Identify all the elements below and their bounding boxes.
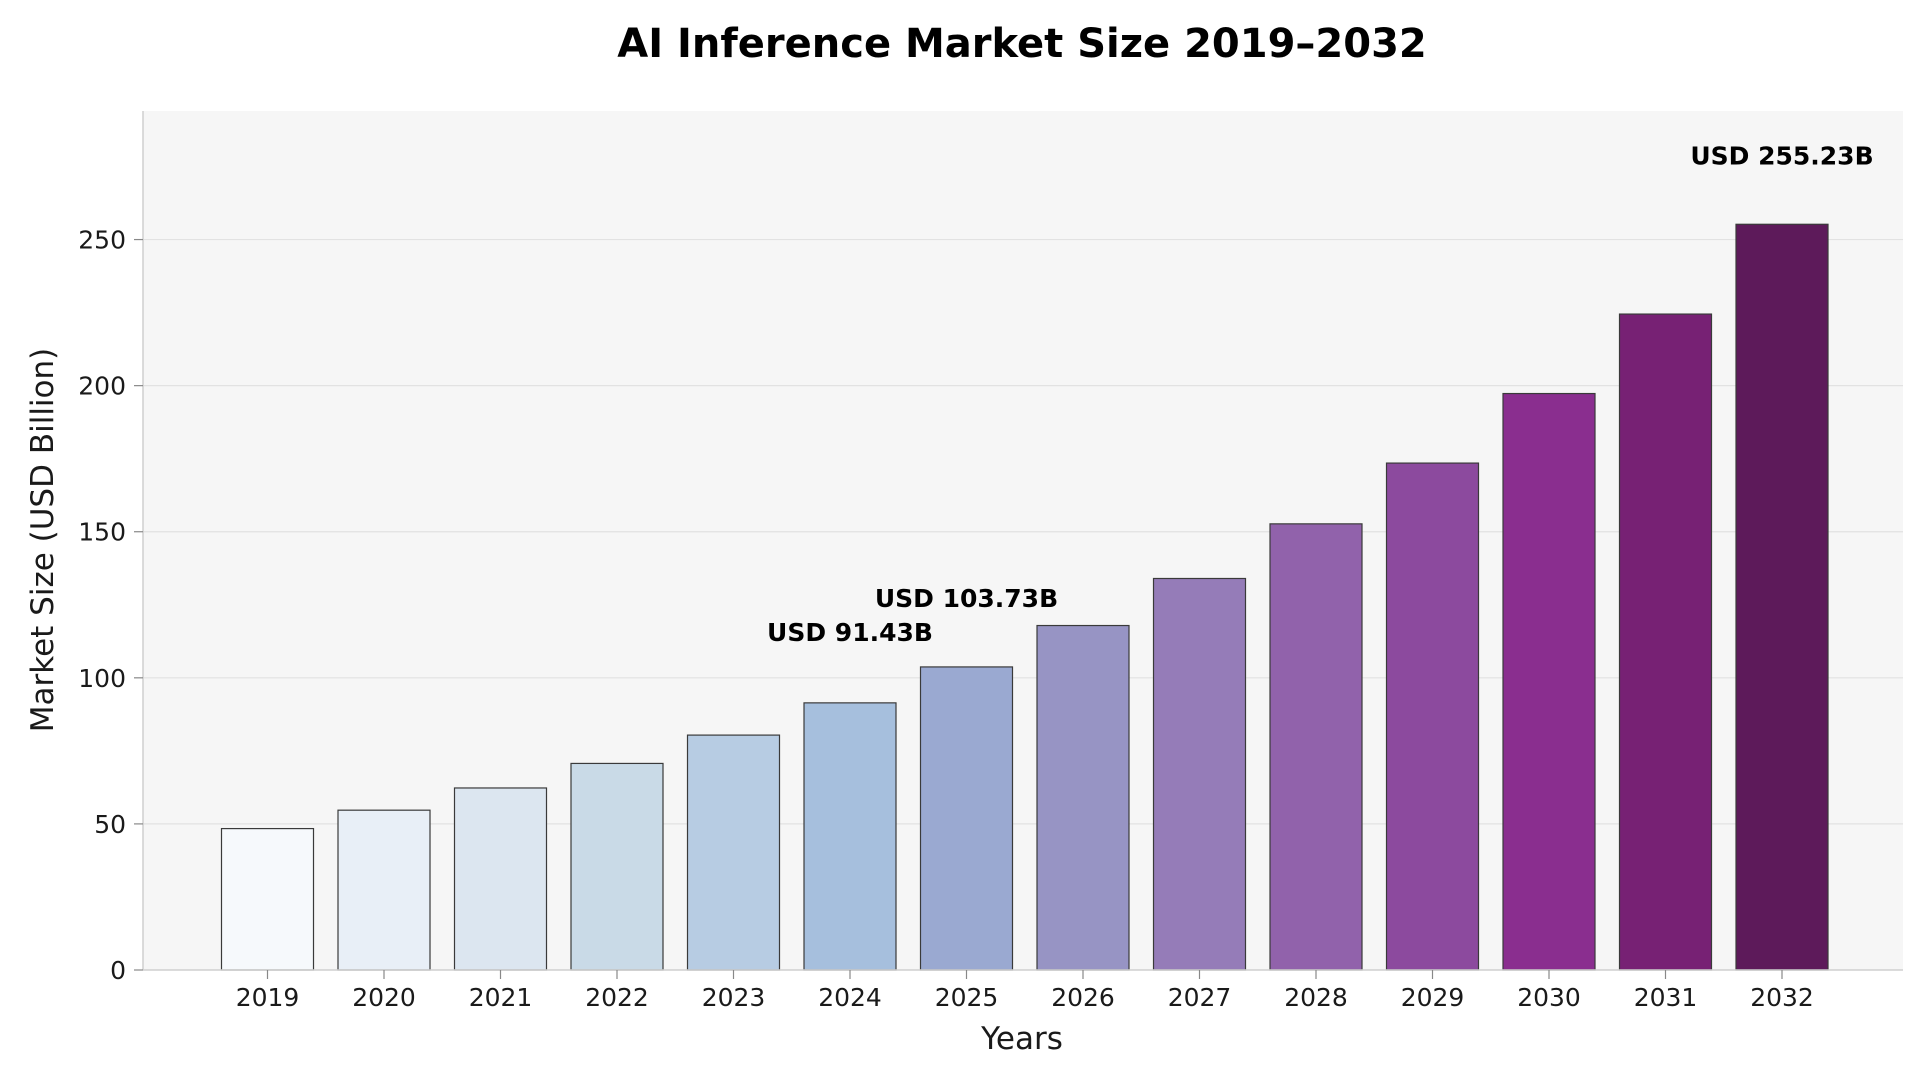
data-label-2025: USD 103.73B — [875, 584, 1058, 613]
x-tick-label: 2029 — [1401, 983, 1465, 1012]
x-tick-label: 2026 — [1051, 983, 1115, 1012]
y-tick-label: 0 — [110, 956, 126, 985]
bar-2030 — [1502, 392, 1596, 971]
chart-title: AI Inference Market Size 2019–2032 — [617, 21, 1427, 67]
y-tick-label: 150 — [78, 518, 126, 547]
x-tick-label: 2020 — [352, 983, 416, 1012]
x-tick-label: 2031 — [1634, 983, 1698, 1012]
bar-2021 — [453, 787, 548, 971]
y-tick-label: 200 — [78, 372, 126, 401]
gridlines — [143, 238, 1903, 825]
data-labels: USD 91.43B USD 103.73B USD 255.23B — [767, 141, 1874, 647]
bar-2031 — [1618, 313, 1713, 971]
bar-2023 — [686, 734, 781, 971]
x-tick-label: 2023 — [702, 983, 766, 1012]
bar-2022 — [570, 762, 664, 971]
x-tick-label: 2024 — [818, 983, 882, 1012]
y-tick-label: 100 — [78, 664, 126, 693]
bar-2025 — [919, 666, 1014, 971]
bar-2032 — [1735, 223, 1829, 971]
plot-area — [143, 111, 1903, 970]
x-tick-label: 2032 — [1750, 983, 1814, 1012]
bar-2020 — [337, 809, 431, 971]
x-tick-label: 2025 — [935, 983, 999, 1012]
bar-2026 — [1036, 624, 1130, 971]
y-axis-label: Market Size (USD Billion) — [25, 348, 61, 733]
bar-2028 — [1269, 523, 1363, 971]
bar-2024 — [803, 702, 897, 971]
bar-2027 — [1152, 577, 1247, 971]
bar-2029 — [1385, 462, 1480, 971]
x-tick-label: 2028 — [1284, 983, 1348, 1012]
x-axis-label: Years — [980, 1021, 1063, 1057]
x-tick-label: 2021 — [469, 983, 533, 1012]
bars — [220, 223, 1829, 971]
x-ticks: 2019 2020 2021 2022 2023 2024 2025 2026 2027 2028… — [236, 970, 1814, 1012]
data-label-2032: USD 255.23B — [1690, 141, 1873, 170]
bar-2019 — [220, 827, 315, 971]
y-tick-label: 250 — [78, 226, 126, 255]
y-ticks: 0 50 100 150 200 250 — [78, 226, 143, 985]
x-tick-label: 2030 — [1517, 983, 1581, 1012]
y-tick-label: 50 — [94, 810, 126, 839]
x-tick-label: 2027 — [1168, 983, 1232, 1012]
x-tick-label: 2022 — [585, 983, 649, 1012]
x-tick-label: 2019 — [236, 983, 300, 1012]
data-label-2024: USD 91.43B — [767, 618, 933, 647]
